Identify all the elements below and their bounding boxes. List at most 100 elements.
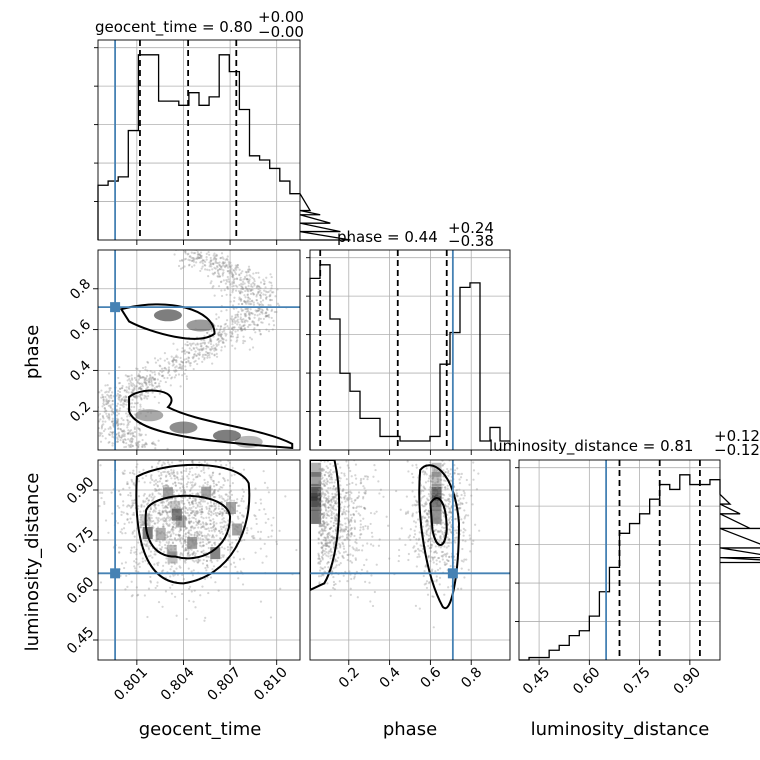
scatter-point	[188, 470, 191, 473]
scatter-point	[254, 331, 257, 334]
scatter-point	[198, 348, 202, 351]
scatter-point	[450, 541, 453, 544]
scatter-point	[120, 429, 123, 432]
scatter-point	[257, 530, 260, 533]
scatter-point	[199, 261, 202, 264]
scatter-point	[203, 534, 206, 537]
scatter-point	[224, 334, 227, 337]
scatter-point	[193, 353, 196, 356]
scatter-point	[166, 511, 169, 514]
scatter-point	[168, 374, 171, 377]
scatter-point	[449, 528, 452, 531]
scatter-point	[179, 566, 182, 569]
scatter-point	[339, 545, 342, 548]
scatter-point	[232, 278, 235, 281]
scatter-point	[118, 436, 121, 439]
scatter-point	[193, 511, 196, 514]
scatter-point	[322, 522, 325, 525]
scatter-point	[158, 474, 161, 477]
scatter-point	[192, 516, 196, 520]
scatter-point	[337, 556, 340, 559]
scatter-point	[436, 485, 440, 489]
scatter-point	[326, 498, 329, 501]
scatter-point	[197, 560, 200, 563]
scatter-point	[221, 274, 224, 277]
scatter-point	[212, 503, 216, 506]
scatter-point	[185, 517, 188, 521]
scatter-point	[147, 548, 151, 551]
scatter-point	[131, 384, 134, 388]
scatter-point	[422, 551, 425, 554]
scatter-point	[232, 276, 235, 279]
scatter-point	[268, 281, 271, 284]
scatter-point	[267, 303, 270, 307]
scatter-point	[269, 294, 272, 298]
scatter-point	[166, 531, 169, 535]
scatter-point	[463, 491, 466, 495]
scatter-point	[179, 537, 182, 540]
scatter-point	[355, 510, 358, 513]
scatter-point	[237, 290, 241, 293]
scatter-point	[194, 540, 197, 544]
scatter-point	[427, 554, 431, 557]
scatter-point	[118, 390, 122, 394]
scatter-point	[222, 341, 225, 344]
scatter-point	[210, 504, 213, 507]
scatter-point	[93, 405, 95, 407]
scatter-point	[102, 429, 106, 433]
scatter-point	[119, 493, 122, 496]
scatter-point	[319, 481, 322, 484]
scatter-point	[138, 470, 141, 474]
scatter-point	[257, 288, 260, 291]
scatter-point	[242, 495, 245, 498]
scatter-point	[345, 517, 349, 520]
scatter-point	[195, 257, 198, 260]
scatter-point	[192, 478, 195, 481]
scatter-point	[431, 568, 434, 571]
scatter-point	[210, 561, 213, 564]
scatter-point	[196, 251, 199, 254]
scatter-point	[218, 264, 221, 267]
scatter-point	[115, 414, 119, 417]
scatter-point	[150, 466, 154, 469]
scatter-point	[160, 374, 164, 377]
scatter-point	[122, 429, 126, 432]
scatter-point	[217, 481, 220, 484]
scatter-point	[320, 529, 324, 532]
scatter-point	[169, 505, 172, 509]
scatter-point	[164, 543, 167, 547]
scatter-point	[348, 544, 351, 547]
scatter-point	[457, 503, 460, 506]
scatter-point	[340, 528, 343, 531]
scatter-point	[446, 455, 448, 457]
scatter-point	[147, 381, 150, 384]
scatter-point	[433, 529, 436, 532]
scatter-point	[437, 501, 441, 504]
scatter-point	[441, 558, 444, 561]
scatter-point	[103, 406, 106, 410]
scatter-point	[148, 373, 152, 377]
scatter-point	[118, 396, 121, 399]
scatter-point	[346, 505, 349, 508]
scatter-point	[341, 428, 343, 430]
scatter-point	[320, 493, 323, 496]
scatter-point	[243, 282, 246, 285]
scatter-point	[190, 265, 194, 268]
scatter-point	[331, 444, 333, 446]
scatter-point	[194, 476, 198, 479]
scatter-point	[156, 539, 159, 542]
scatter-point	[350, 475, 353, 478]
scatter-point	[231, 344, 234, 347]
scatter-point	[226, 546, 230, 549]
scatter-point	[167, 486, 170, 489]
scatter-point	[322, 503, 326, 507]
scatter-point	[115, 394, 118, 397]
scatter-point	[461, 502, 464, 506]
scatter-point	[146, 457, 148, 459]
scatter-point	[211, 423, 213, 425]
scatter-point	[139, 526, 142, 529]
scatter-point	[154, 586, 157, 590]
scatter-point	[415, 565, 418, 568]
scatter-point	[225, 339, 228, 342]
scatter-point	[219, 510, 222, 513]
